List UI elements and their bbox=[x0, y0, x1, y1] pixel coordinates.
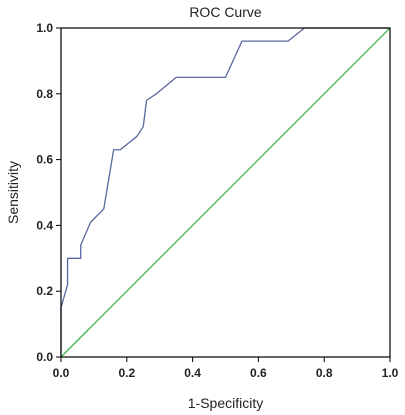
x-tick-label: 0.4 bbox=[184, 366, 201, 380]
y-tick-label: 0.2 bbox=[36, 284, 53, 298]
x-tick-label: 0.8 bbox=[316, 366, 333, 380]
x-axis-title: 1-Specificity bbox=[188, 395, 263, 411]
x-tick-label: 0.0 bbox=[53, 366, 70, 380]
y-tick-label: 0.4 bbox=[36, 218, 53, 232]
x-tick-label: 1.0 bbox=[382, 366, 399, 380]
y-axis-title: Sensitivity bbox=[5, 161, 21, 224]
y-tick-label: 1.0 bbox=[36, 21, 53, 35]
reference-diagonal-line bbox=[60, 27, 391, 358]
plot-frame bbox=[60, 27, 391, 358]
y-tick-label: 0.6 bbox=[36, 153, 53, 167]
roc-curve-line bbox=[60, 27, 390, 357]
tick-marks bbox=[56, 27, 391, 362]
chart-title: ROC Curve bbox=[189, 4, 262, 20]
y-tick-label: 0.0 bbox=[36, 350, 53, 364]
x-tick-label: 0.6 bbox=[250, 366, 267, 380]
tick-labels: 0.0 0.2 0.4 0.6 0.8 1.0 0.0 0.2 0.4 0.6 0.8 1.0 bbox=[36, 21, 398, 380]
series-layer bbox=[60, 27, 391, 358]
y-tick-label: 0.8 bbox=[36, 87, 53, 101]
x-tick-label: 0.2 bbox=[118, 366, 135, 380]
